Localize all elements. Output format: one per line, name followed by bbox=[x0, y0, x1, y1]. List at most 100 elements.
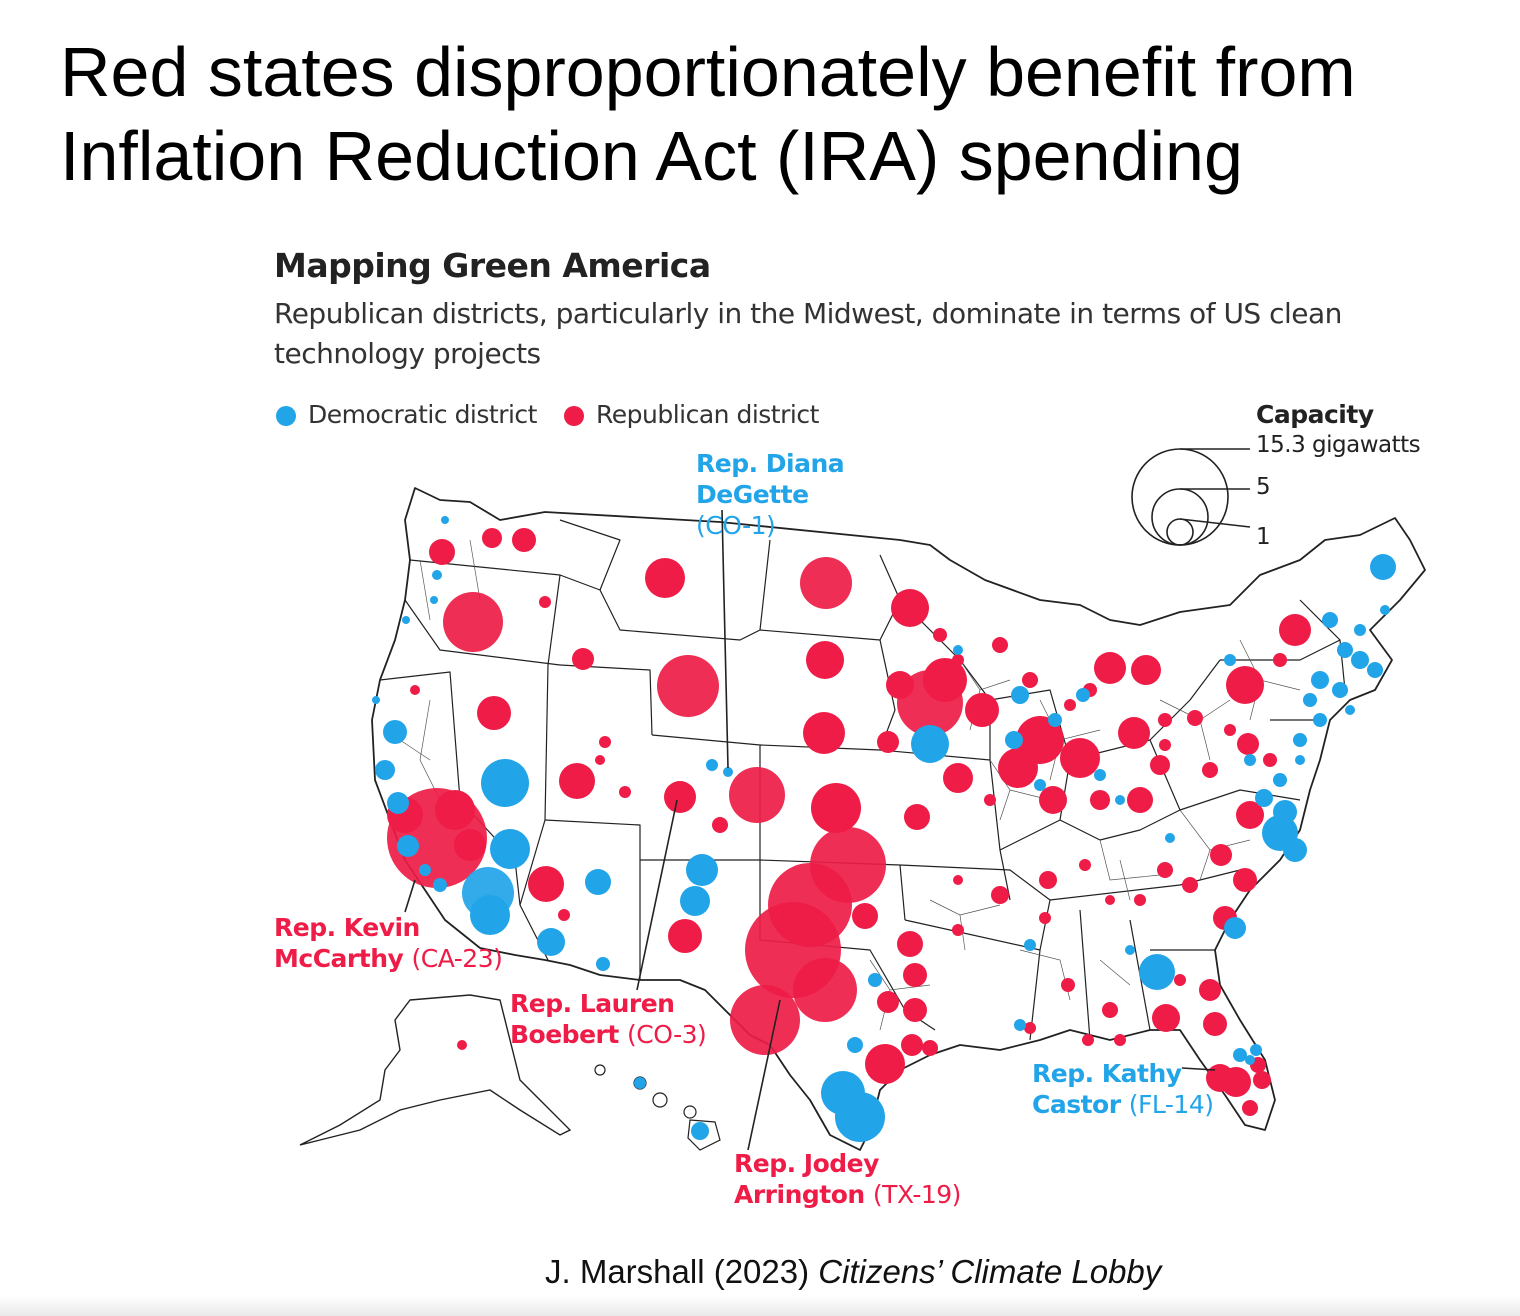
republican-dot-icon bbox=[564, 406, 584, 426]
democratic-district-bubble bbox=[397, 835, 419, 857]
republican-district-bubble bbox=[410, 685, 420, 695]
figure-subtitle: Republican districts, particularly in th… bbox=[274, 297, 1342, 370]
republican-district-bubble bbox=[1236, 801, 1264, 829]
democratic-district-bubble bbox=[402, 616, 410, 624]
democratic-district-bubble bbox=[1034, 779, 1046, 791]
capacity-circle-large bbox=[1131, 448, 1229, 546]
democratic-district-bubble bbox=[723, 767, 733, 777]
annotation-arrington-district: (TX-19) bbox=[872, 1180, 962, 1209]
democratic-district-bubble bbox=[1273, 773, 1287, 787]
democratic-district-bubble bbox=[868, 973, 882, 987]
republican-district-bubble bbox=[943, 763, 973, 793]
democratic-district-bubble bbox=[1273, 800, 1297, 824]
democratic-district-bubble bbox=[686, 854, 718, 886]
republican-district-bubble bbox=[1273, 653, 1287, 667]
republican-district-bubble bbox=[1152, 1004, 1180, 1032]
republican-district-bubble bbox=[558, 909, 570, 921]
republican-district-bubble bbox=[1102, 1002, 1118, 1018]
republican-district-bubble bbox=[1131, 655, 1161, 685]
republican-district-bubble bbox=[1203, 1012, 1227, 1036]
democratic-district-bubble bbox=[706, 759, 718, 771]
democratic-district-bubble bbox=[375, 760, 395, 780]
legend-republican: Republican district bbox=[564, 400, 819, 429]
capacity-legend-circles bbox=[1131, 448, 1251, 546]
republican-district-bubble bbox=[1105, 895, 1115, 905]
democratic-district-bubble bbox=[1165, 833, 1175, 843]
annotation-castor: Rep. Kathy Castor (FL-14) bbox=[1032, 1058, 1222, 1120]
republican-district-bubble bbox=[528, 866, 564, 902]
democratic-district-bubble bbox=[383, 720, 407, 744]
republican-district-bubble bbox=[457, 1040, 467, 1050]
republican-district-bubble bbox=[668, 919, 702, 953]
republican-district-bubble bbox=[572, 648, 594, 670]
republican-district-bubble bbox=[952, 654, 964, 666]
democratic-district-bubble bbox=[1125, 945, 1135, 955]
annotation-boebert-district: (CO-3) bbox=[627, 1020, 707, 1049]
democratic-district-bubble bbox=[953, 645, 963, 655]
alaska-outline bbox=[299, 994, 572, 1146]
democratic-district-bubble bbox=[1250, 1044, 1262, 1056]
democratic-district-bubble bbox=[433, 878, 447, 892]
annotation-arrington: Rep. Jodey Arrington (TX-19) bbox=[734, 1148, 964, 1210]
republican-district-bubble bbox=[645, 558, 685, 598]
republican-district-bubble bbox=[1039, 912, 1051, 924]
republican-district-bubble bbox=[806, 641, 844, 679]
republican-district-bubble bbox=[1150, 755, 1170, 775]
republican-district-bubble bbox=[657, 655, 719, 717]
annotation-boebert-name: Rep. Lauren Boebert bbox=[510, 989, 675, 1049]
capacity-label-medium: 5 bbox=[1256, 474, 1271, 500]
republican-district-bubble bbox=[1079, 859, 1091, 871]
democratic-district-bubble bbox=[1351, 651, 1369, 669]
slide-bottom-edge bbox=[0, 1296, 1520, 1316]
republican-district-bubble bbox=[435, 790, 475, 830]
annotation-degette-district: (CO-1) bbox=[696, 511, 776, 540]
republican-district-bubble bbox=[1253, 1071, 1271, 1089]
republican-district-bubble bbox=[664, 781, 696, 813]
annotation-leaders bbox=[404, 509, 1216, 1151]
democratic-district-bubble bbox=[1224, 654, 1236, 666]
credit-source: Citizens’ Climate Lobby bbox=[818, 1253, 1162, 1290]
democratic-district-bubble bbox=[1076, 688, 1090, 702]
republican-district-bubble bbox=[1210, 844, 1232, 866]
republican-district-bubble bbox=[1263, 753, 1277, 767]
republican-district-bubble bbox=[998, 748, 1038, 788]
republican-district-bubble bbox=[903, 963, 927, 987]
republican-district-bubble bbox=[1226, 666, 1264, 704]
republican-district-bubble bbox=[1061, 978, 1075, 992]
democratic-district-bubble bbox=[1295, 755, 1305, 765]
republican-district-bubble bbox=[952, 924, 964, 936]
leader-castor bbox=[1181, 1067, 1216, 1071]
democratic-district-bubble bbox=[1311, 671, 1329, 689]
republican-district-bubble bbox=[1039, 786, 1067, 814]
republican-district-bubble bbox=[904, 804, 930, 830]
capacity-circle-small bbox=[1166, 518, 1194, 546]
republican-district-bubble bbox=[811, 783, 861, 833]
democratic-district-bubble bbox=[847, 1037, 863, 1053]
democratic-district-bubble bbox=[1322, 612, 1338, 628]
democratic-district-bubble bbox=[1094, 769, 1106, 781]
republican-district-bubble bbox=[559, 763, 595, 799]
republican-district-bubble bbox=[512, 528, 536, 552]
slide-title: Red states disproportionately benefit fr… bbox=[60, 33, 1356, 195]
democratic-district-bubble bbox=[1014, 1019, 1026, 1031]
democratic-district-bubble bbox=[387, 792, 409, 814]
democratic-district-bubble bbox=[1115, 795, 1125, 805]
republican-district-bubble bbox=[712, 817, 728, 833]
republican-district-bubble bbox=[903, 998, 927, 1022]
district-bubbles bbox=[372, 516, 1396, 1142]
democratic-district-bubble bbox=[1233, 1048, 1247, 1062]
republican-district-bubble bbox=[992, 637, 1008, 653]
legend-democratic: Democratic district bbox=[276, 400, 537, 429]
republican-district-bubble bbox=[1127, 787, 1153, 813]
republican-district-bubble bbox=[800, 557, 852, 609]
democratic-district-bubble bbox=[835, 1092, 885, 1142]
republican-district-bubble bbox=[599, 736, 611, 748]
republican-district-bubble bbox=[865, 1044, 905, 1084]
democratic-district-bubble bbox=[1245, 1055, 1255, 1065]
democratic-district-bubble bbox=[1224, 917, 1246, 939]
democratic-district-bubble bbox=[911, 725, 949, 763]
republican-district-bubble bbox=[877, 731, 899, 753]
republican-district-bubble bbox=[1118, 717, 1150, 749]
republican-district-bubble bbox=[729, 767, 785, 823]
democratic-district-bubble bbox=[585, 869, 611, 895]
